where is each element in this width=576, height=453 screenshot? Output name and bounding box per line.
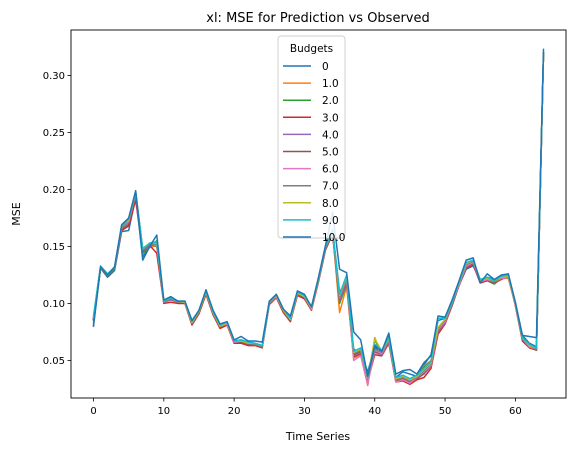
y-tick-label: 0.20 [43,185,65,196]
x-tick-label: 30 [298,406,311,417]
legend-label: 8.0 [322,198,339,210]
legend-entry: 0 [283,61,329,73]
legend-label: 0 [322,61,329,73]
series-line-10 [92,48,545,378]
y-tick-label: 0.25 [43,128,65,139]
legend-entry: 1.0 [283,78,339,90]
y-tick-label: 0.10 [43,299,65,310]
legend-entry: 7.0 [283,181,339,193]
legend-label: 6.0 [322,164,339,176]
chart-title: xl: MSE for Prediction vs Observed [206,11,430,26]
legend-label: 7.0 [322,181,339,193]
x-tick-label: 60 [509,406,522,417]
legend-title: Budgets [290,43,333,55]
y-tick-label: 0.30 [43,71,65,82]
x-tick-label: 20 [228,406,241,417]
x-axis-label: Time Series [285,430,351,443]
legend-label: 9.0 [322,215,339,227]
legend-label: 4.0 [322,129,339,141]
legend-label: 10.0 [322,232,345,244]
legend-label: 3.0 [322,112,339,124]
plot-area-frame [70,29,567,399]
x-tick-label: 0 [90,406,96,417]
legend: Budgets 0 1.0 2.0 3.0 4.0 5.0 6.0 7.0 8.0 9.0 10.0 [277,35,346,244]
x-tick-label: 10 [157,406,170,417]
legend-entry: 9.0 [283,215,339,227]
legend-entry: 4.0 [283,129,339,141]
legend-label: 1.0 [322,78,339,90]
legend-entry: 5.0 [283,147,339,159]
legend-label: 2.0 [322,95,339,107]
x-tick-label: 40 [368,406,381,417]
legend-entry: 10.0 [283,232,345,244]
y-axis: 0.05 0.10 0.15 0.20 0.25 0.30 [43,71,71,367]
x-tick-label: 50 [439,406,452,417]
y-axis-label: MSE [10,202,23,225]
legend-label: 5.0 [322,147,339,159]
legend-entry: 6.0 [283,164,339,176]
y-tick-label: 0.15 [43,242,65,253]
legend-frame [277,35,346,239]
y-tick-label: 0.05 [43,356,65,367]
legend-entry: 2.0 [283,95,339,107]
legend-entry: 8.0 [283,198,339,210]
x-axis: 0 10 20 30 40 50 60 [90,398,522,417]
series-layer [92,48,545,387]
legend-entry: 3.0 [283,112,339,124]
